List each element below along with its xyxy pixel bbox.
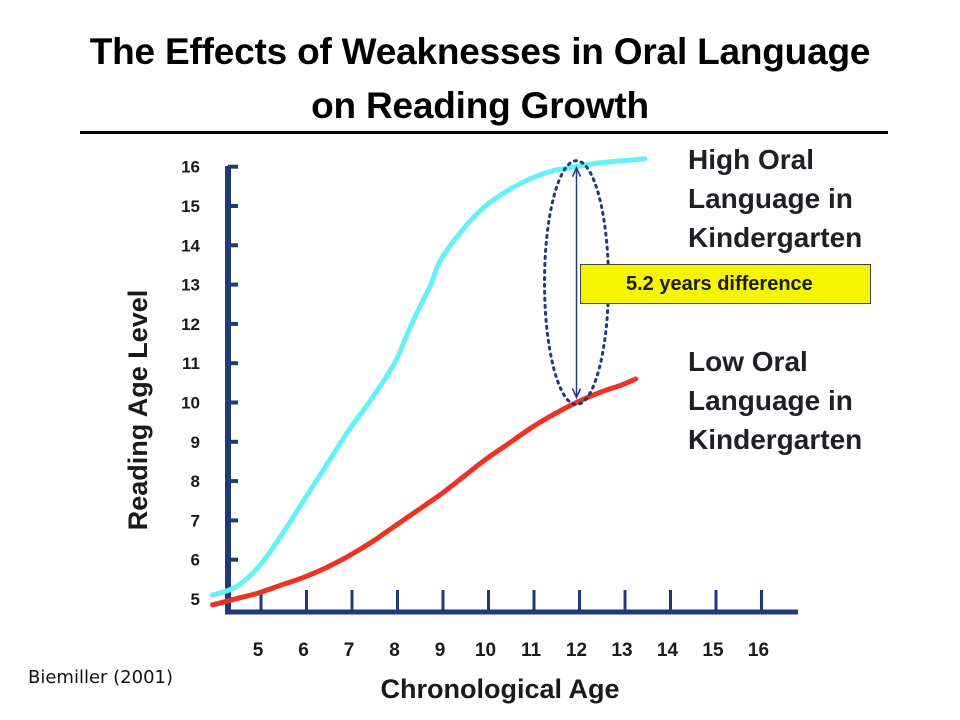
x-tick-label: 5 [253, 640, 264, 661]
y-tick-label: 6 [191, 551, 200, 570]
x-tick-label: 9 [435, 640, 446, 661]
y-tick-label: 5 [191, 590, 200, 609]
x-tick-label: 10 [475, 640, 496, 661]
x-axis-title: Chronological Age [380, 674, 619, 704]
legend-high-line: Kindergarten [688, 222, 863, 253]
y-tick-label: 9 [191, 433, 200, 452]
x-tick-label: 8 [389, 640, 400, 661]
y-axis-title: Reading Age Level [123, 290, 153, 531]
legend-high-line: High Oral [688, 144, 815, 175]
x-tick-label: 14 [657, 640, 679, 661]
x-tick-label: 12 [566, 640, 587, 661]
x-tick-label: 6 [298, 640, 309, 661]
legend-low-line: Kindergarten [688, 424, 863, 455]
legend-low-line: Language in [688, 385, 853, 416]
y-tick-label: 10 [181, 394, 200, 413]
difference-arrow-head-bottom [571, 388, 582, 400]
series-line-low-oral-language [210, 376, 639, 608]
x-tick-label: 15 [702, 640, 724, 661]
series-layer [210, 156, 648, 608]
chart-title-line-2: on Reading Growth [311, 85, 649, 126]
chart-title-line-1: The Effects of Weaknesses in Oral Langua… [89, 31, 871, 72]
x-tick-label: 7 [344, 640, 355, 661]
series-line-high-oral-language [210, 156, 648, 598]
difference-arrow-head-top [571, 165, 582, 178]
x-tick-label: 13 [611, 640, 632, 661]
y-tick-label: 13 [181, 276, 200, 295]
legend-low-line: Low Oral [688, 346, 808, 377]
legend-low-oral-language: Low Oral Language in Kindergarten [688, 342, 862, 459]
difference-callout: 5.2 years difference [580, 264, 871, 304]
y-tick-label: 15 [181, 197, 200, 216]
x-tick-label: 11 [521, 640, 542, 661]
y-tick-label: 16 [181, 158, 200, 177]
y-tick-label: 14 [181, 236, 200, 255]
legend-high-line: Language in [688, 183, 853, 214]
citation: Biemiller (2001) [16, 662, 212, 694]
y-tick-label: 8 [191, 472, 200, 491]
y-tick-label: 11 [182, 354, 200, 373]
y-tick-label: 12 [181, 315, 200, 334]
axes-layer: 5 6 7 8 9 10 11 12 13 14 15 16 5 6 7 8 9 10 11 12 13 14 15 16 [181, 158, 798, 661]
legend-high-oral-language: High Oral Language in Kindergarten [688, 140, 862, 257]
y-tick-label: 7 [191, 511, 200, 530]
x-tick-label: 16 [748, 640, 769, 661]
title-divider [80, 131, 888, 134]
